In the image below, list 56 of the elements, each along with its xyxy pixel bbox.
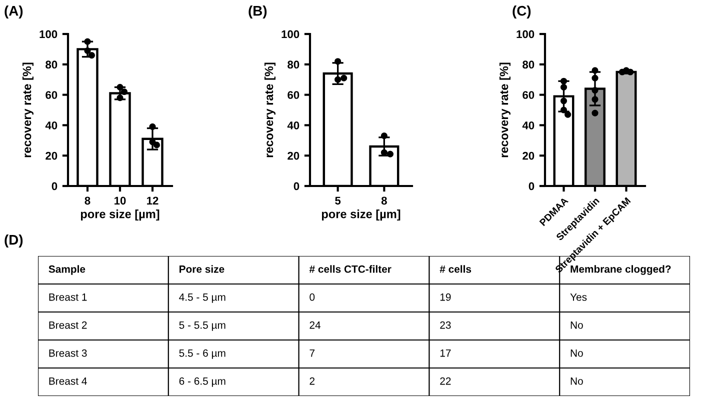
text: No bbox=[570, 322, 583, 329]
y-tick-label: 0 bbox=[294, 182, 300, 190]
text: Breast 3 bbox=[49, 349, 87, 357]
y-axis-title: recovery rate [%] bbox=[22, 62, 34, 158]
x-tick-label: 10 bbox=[114, 196, 126, 205]
y-tick-label: 0 bbox=[52, 182, 58, 190]
y-tick-label: 80 bbox=[46, 60, 58, 69]
y-tick-label: 40 bbox=[45, 121, 58, 130]
text: (D) bbox=[4, 234, 23, 248]
y-tick-label: 60 bbox=[522, 91, 534, 99]
text: No bbox=[570, 378, 583, 385]
x-tick-label: 12 bbox=[147, 196, 158, 204]
text: Breast 2 bbox=[49, 321, 87, 329]
text: 19 bbox=[440, 293, 451, 301]
text: 5 - 5.5 µm bbox=[179, 322, 226, 331]
text: 4.5 - 5 µm bbox=[179, 294, 226, 303]
y-axis-title: recovery rate [%] bbox=[499, 62, 510, 158]
chart-title: (B) bbox=[248, 6, 267, 18]
y-tick-label: 60 bbox=[288, 91, 300, 99]
y-tick-label: 100 bbox=[516, 30, 534, 38]
y-tick-label: 80 bbox=[522, 60, 534, 69]
chart-title: (C) bbox=[512, 6, 531, 18]
y-tick-label: 100 bbox=[40, 30, 58, 38]
y-tick-label: 20 bbox=[288, 152, 300, 160]
y-tick-label: 20 bbox=[46, 152, 58, 160]
x-tick-label: 8 bbox=[84, 196, 90, 205]
text: Breast 1 bbox=[49, 294, 87, 301]
text: 24 bbox=[310, 321, 321, 329]
y-tick-label: 40 bbox=[287, 121, 300, 130]
y-tick-label: 80 bbox=[288, 60, 300, 69]
category-label: # cells bbox=[440, 265, 472, 273]
text: Yes bbox=[570, 294, 587, 301]
chart-title: (A) bbox=[4, 6, 23, 18]
text: 0 bbox=[310, 293, 315, 301]
text: 6 - 6.5 µm bbox=[179, 377, 226, 387]
x-axis-title: pore size [µm] bbox=[80, 210, 160, 221]
y-tick-label: 60 bbox=[46, 91, 58, 99]
text: 5.5 - 6 µm bbox=[179, 349, 226, 359]
x-axis-title: pore size [µm] bbox=[322, 210, 400, 221]
text: 22 bbox=[440, 377, 451, 385]
category-label: Pore size bbox=[180, 265, 224, 273]
text: 23 bbox=[440, 321, 451, 329]
x-tick-label: 5 bbox=[335, 196, 341, 205]
text: 7 bbox=[310, 350, 314, 357]
y-tick-label: 0 bbox=[528, 182, 534, 190]
text: No bbox=[570, 350, 583, 357]
y-axis-title: recovery rate [%] bbox=[264, 62, 276, 158]
y-tick-label: 40 bbox=[522, 121, 534, 130]
text: 2 bbox=[310, 377, 314, 385]
y-tick-label: 100 bbox=[282, 30, 300, 38]
text: 17 bbox=[440, 350, 451, 357]
category-label: Sample bbox=[48, 265, 86, 275]
category-label: # cells CTC-filter bbox=[309, 265, 392, 273]
x-tick-label: 8 bbox=[381, 196, 387, 205]
y-tick-label: 20 bbox=[522, 152, 534, 160]
text: Breast 4 bbox=[49, 378, 87, 385]
